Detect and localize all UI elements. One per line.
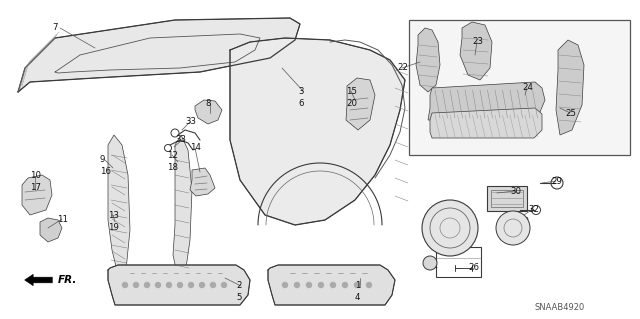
- Circle shape: [166, 283, 172, 287]
- Polygon shape: [268, 265, 395, 305]
- Text: 28: 28: [518, 217, 529, 226]
- Bar: [487, 186, 527, 211]
- Text: 12: 12: [167, 151, 178, 160]
- Text: 2: 2: [236, 281, 241, 291]
- Polygon shape: [108, 265, 250, 305]
- Text: 16: 16: [100, 167, 111, 176]
- Text: 21: 21: [427, 261, 438, 270]
- Polygon shape: [40, 218, 62, 242]
- Polygon shape: [195, 100, 222, 124]
- Circle shape: [422, 200, 478, 256]
- Circle shape: [211, 283, 216, 287]
- Text: 8: 8: [205, 99, 211, 108]
- Text: 17: 17: [30, 183, 41, 192]
- Text: 29: 29: [551, 176, 562, 186]
- Text: 9: 9: [100, 155, 106, 165]
- Polygon shape: [428, 82, 545, 120]
- Text: 20: 20: [346, 99, 357, 108]
- Text: 6: 6: [298, 99, 303, 108]
- Polygon shape: [430, 108, 542, 138]
- Text: 19: 19: [108, 222, 119, 232]
- Text: 25: 25: [565, 108, 576, 117]
- Text: SNAAB4920: SNAAB4920: [535, 302, 585, 311]
- Circle shape: [294, 283, 300, 287]
- Text: 5: 5: [236, 293, 241, 301]
- Text: 24: 24: [522, 84, 533, 93]
- FancyArrowPatch shape: [25, 274, 52, 286]
- Circle shape: [367, 283, 371, 287]
- Circle shape: [496, 211, 530, 245]
- Text: 15: 15: [346, 86, 357, 95]
- Polygon shape: [230, 38, 405, 225]
- Circle shape: [200, 283, 205, 287]
- Text: 31: 31: [437, 206, 448, 216]
- Circle shape: [156, 283, 161, 287]
- Circle shape: [145, 283, 150, 287]
- Circle shape: [307, 283, 312, 287]
- Polygon shape: [173, 135, 192, 278]
- Circle shape: [319, 283, 323, 287]
- Circle shape: [122, 283, 127, 287]
- Polygon shape: [556, 40, 584, 135]
- Text: 18: 18: [167, 162, 178, 172]
- Circle shape: [342, 283, 348, 287]
- Text: 32: 32: [528, 204, 539, 213]
- Circle shape: [423, 256, 437, 270]
- Bar: [491, 190, 523, 207]
- Text: FR.: FR.: [58, 275, 77, 285]
- Circle shape: [134, 283, 138, 287]
- Circle shape: [189, 283, 193, 287]
- Text: 11: 11: [57, 214, 68, 224]
- Polygon shape: [190, 168, 215, 196]
- Text: 1: 1: [355, 281, 360, 291]
- Text: 3: 3: [298, 86, 303, 95]
- Polygon shape: [416, 28, 440, 92]
- Text: 22: 22: [397, 63, 408, 72]
- Text: 13: 13: [108, 211, 119, 219]
- Circle shape: [355, 283, 360, 287]
- Text: 33: 33: [175, 136, 186, 145]
- Text: 27: 27: [446, 241, 457, 249]
- Polygon shape: [18, 18, 300, 92]
- Polygon shape: [22, 175, 52, 215]
- Polygon shape: [108, 135, 130, 275]
- Text: 7: 7: [52, 24, 58, 33]
- Text: 23: 23: [472, 38, 483, 47]
- Polygon shape: [460, 22, 492, 80]
- Bar: [436, 247, 481, 277]
- Circle shape: [221, 283, 227, 287]
- Text: 26: 26: [468, 263, 479, 272]
- Text: 10: 10: [30, 172, 41, 181]
- Circle shape: [177, 283, 182, 287]
- Bar: [409, 20, 630, 155]
- Text: 33: 33: [185, 117, 196, 127]
- Text: 14: 14: [190, 144, 201, 152]
- Text: 4: 4: [355, 293, 360, 301]
- Polygon shape: [346, 78, 375, 130]
- Circle shape: [330, 283, 335, 287]
- Circle shape: [282, 283, 287, 287]
- Text: 30: 30: [510, 187, 521, 196]
